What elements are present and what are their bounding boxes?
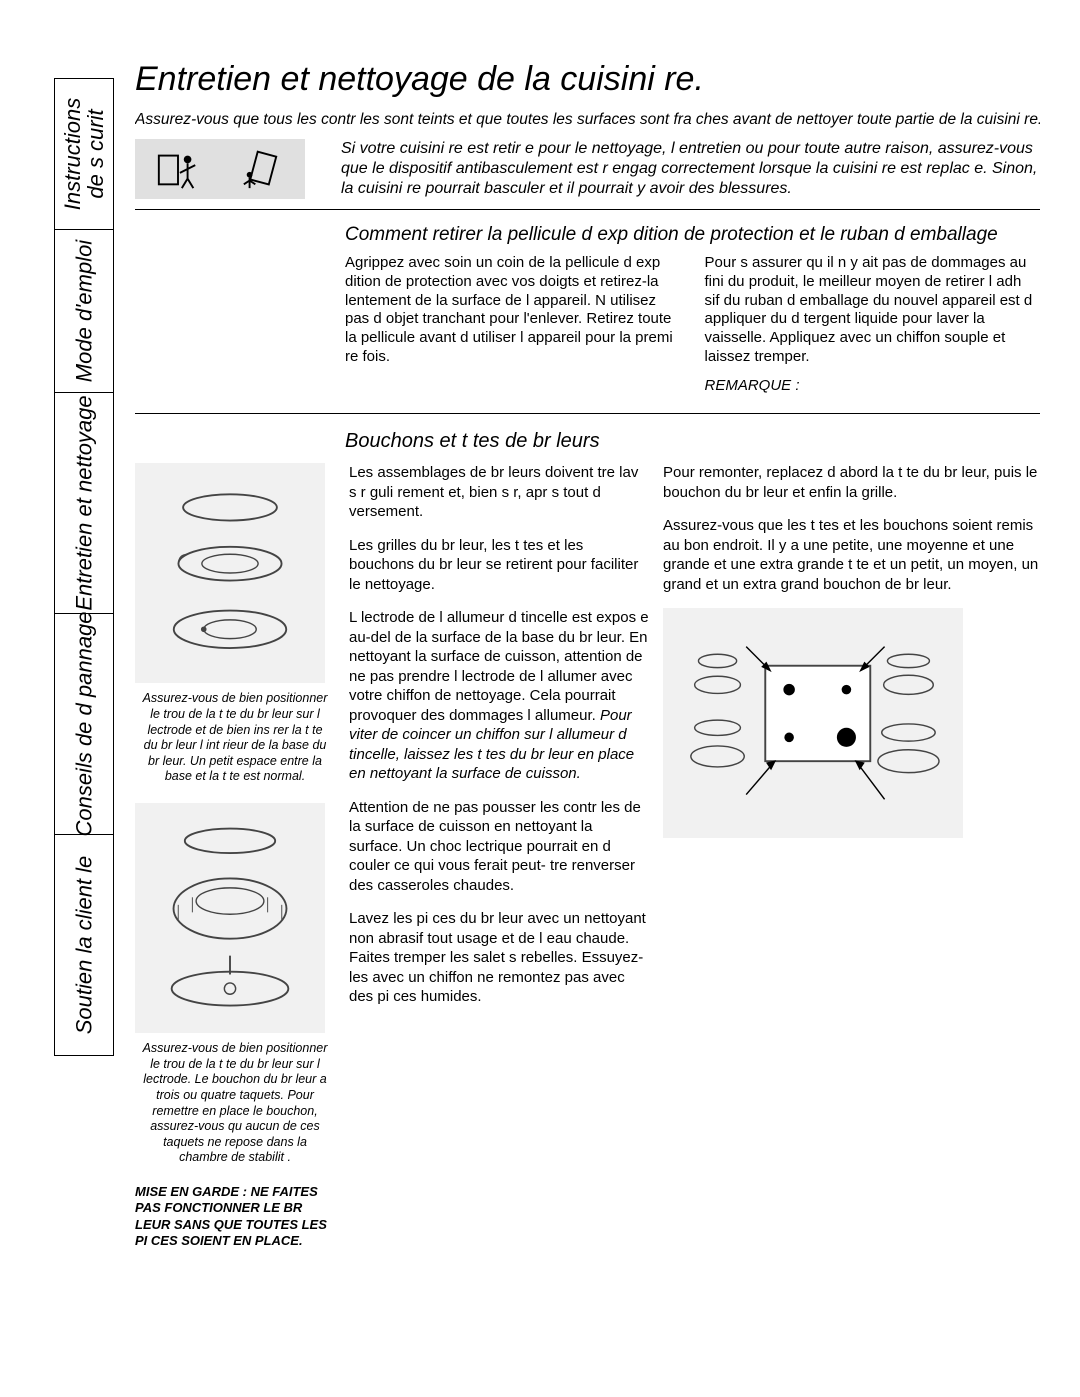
pellicule-col-left: Agrippez avec soin un coin de la pellicu… [345,254,681,395]
pellicule-col-right: Pour s assurer qu il n y ait pas de domm… [705,254,1041,367]
tab-label: Conseils de d pannage [72,611,95,836]
tip-over-warning: Si votre cuisini re est retir e pour le … [135,139,1040,210]
tab-label: Soutien la client le [72,856,95,1035]
tab-instructions-securite[interactable]: Instructionsde s curit [55,79,113,229]
burner-r2: Assurez-vous que les t tes et les boucho… [663,516,1040,594]
burner-p5: Lavez les pi ces du br leur avec un nett… [349,909,649,1007]
tab-label: Instructionsde s curit [61,98,107,211]
burner-p4: Attention de ne pas pousser les contr le… [349,798,649,896]
burner-p1: Les assemblages de br leurs doivent tre … [349,463,649,522]
tab-mode-emploi[interactable]: Mode d'emploi [55,230,113,392]
tab-label: Mode d'emploi [72,240,95,382]
figure-1-caption: Assurez-vous de bien positionner le trou… [135,691,335,785]
burner-exploded-figure-1 [135,463,325,683]
tab-soutien-clientele[interactable]: Soutien la client le [55,835,113,1055]
burner-p3: L lectrode de l allumeur d tincelle est … [349,608,649,784]
tab-label: Entretien et nettoyage [72,395,95,610]
section-divider [135,413,1040,414]
burner-p2: Les grilles du br leur, les t tes et les… [349,536,649,595]
mise-en-garde: MISE EN GARDE : NE FAITES PAS FONCTIONNE… [135,1184,335,1249]
figure-2-caption: Assurez-vous de bien positionner le trou… [135,1041,335,1166]
tip-over-warning-icon [135,139,305,199]
side-tab-strip: Instructionsde s curit Mode d'emploi Ent… [54,78,114,1056]
section-heading-pellicule: Comment retirer la pellicule d exp ditio… [345,224,1040,246]
tab-entretien-nettoyage[interactable]: Entretien et nettoyage [55,393,113,613]
intro-line: Assurez-vous que tous les contr les sont… [135,111,1040,129]
burner-exploded-figure-2 [135,803,325,1033]
remarque-label: REMARQUE : [705,377,1041,396]
page-title: Entretien et nettoyage de la cuisini re. [135,60,1040,99]
tab-conseils-depannage[interactable]: Conseils de d pannage [55,614,113,834]
tip-over-warning-text: Si votre cuisini re est retir e pour le … [341,139,1040,199]
section-heading-bouchons: Bouchons et t tes de br leurs [345,430,1040,453]
burner-r1: Pour remonter, replacez d abord la t te … [663,463,1040,502]
burner-layout-figure [663,608,963,838]
